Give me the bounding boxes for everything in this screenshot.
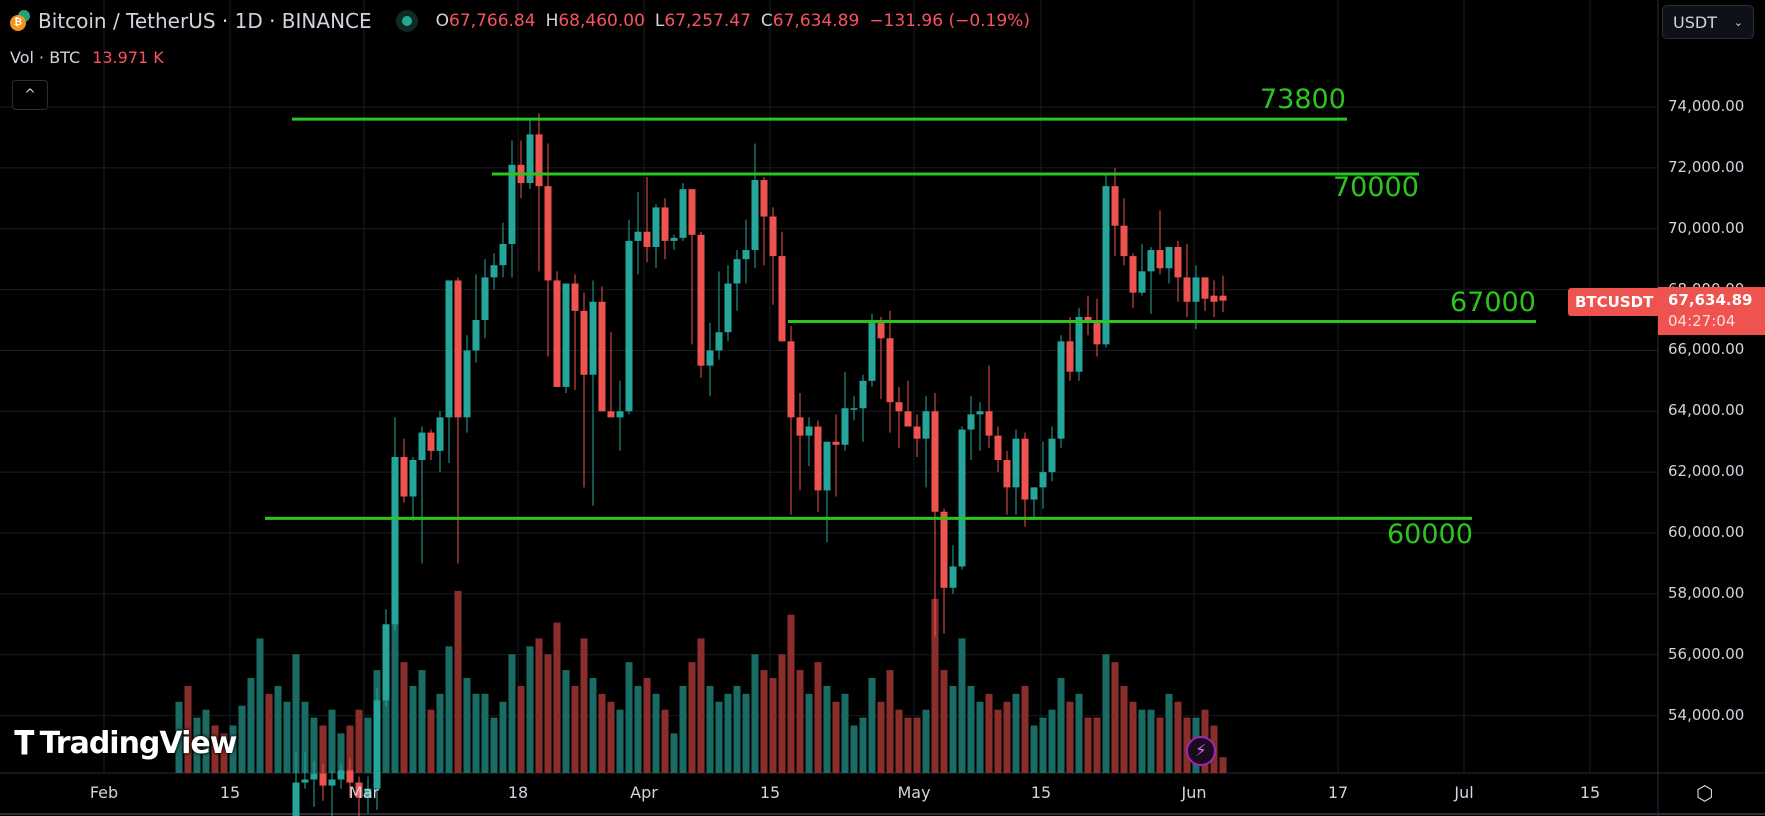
tradingview-wordmark: TradingView <box>39 726 238 761</box>
time-axis-label: 18 <box>507 783 529 802</box>
market-open-status-icon <box>395 10 418 32</box>
chevron-up-icon: ^ <box>24 87 36 103</box>
time-axis-label: 15 <box>219 783 241 802</box>
chevron-down-icon: ⌄ <box>1733 15 1743 29</box>
time-axis-label: Mar <box>348 783 380 802</box>
price-axis-label: 70,000.00 <box>1668 218 1745 237</box>
price-axis-label: 66,000.00 <box>1668 340 1745 359</box>
settings-gear-icon[interactable]: ⬡ <box>1696 781 1714 805</box>
price-axis-label: 60,000.00 <box>1668 523 1745 542</box>
collapse-legend-button[interactable]: ^ <box>12 80 48 110</box>
low-label: L <box>654 11 665 31</box>
price-axis-label: 74,000.00 <box>1668 97 1745 115</box>
lightning-icon[interactable]: ⚡ <box>1186 736 1216 766</box>
tradingview-logo[interactable]: 𝐓 TradingView <box>14 724 238 763</box>
close-value: 67,634.89 <box>772 11 860 31</box>
price-axis-label: 58,000.00 <box>1668 583 1745 602</box>
currency-select[interactable]: USDT ⌄ <box>1662 5 1754 39</box>
level-label[interactable]: 60000 <box>1387 519 1473 550</box>
price-axis-label: 62,000.00 <box>1668 462 1745 481</box>
price-axis-label: 64,000.00 <box>1668 401 1745 420</box>
symbol-title[interactable]: Bitcoin / TetherUS · 1D · BINANCE <box>38 9 372 33</box>
close-label: C <box>760 11 773 31</box>
time-axis-label: Apr <box>630 783 658 802</box>
currency-select-value: USDT <box>1673 12 1717 32</box>
bitcoin-tether-icon: ₿ <box>10 10 32 32</box>
time-axis-label: Jun <box>1181 783 1207 802</box>
high-value: 68,460.00 <box>558 11 645 31</box>
level-label[interactable]: 70000 <box>1333 172 1419 203</box>
time-axis-label: Feb <box>89 783 119 802</box>
time-axis-label: Jul <box>1454 783 1474 802</box>
time-axis-label: May <box>897 783 931 802</box>
volume-value: 13.971 K <box>92 48 164 67</box>
open-value: 67,766.84 <box>449 11 536 31</box>
price-axis-label: 56,000.00 <box>1668 644 1745 663</box>
time-axis-label: 15 <box>1030 783 1052 802</box>
time-axis-label: 15 <box>759 783 781 802</box>
low-value: 67,257.47 <box>664 11 751 31</box>
level-label[interactable]: 73800 <box>1260 84 1346 115</box>
time-axis-label: 15 <box>1579 783 1601 802</box>
last-price: 67,634.89 <box>1668 291 1753 309</box>
bar-countdown: 04:27:04 <box>1668 312 1736 330</box>
open-label: O <box>435 11 450 31</box>
price-axis-label: 54,000.00 <box>1668 705 1745 724</box>
volume-label: Vol · BTC <box>10 48 81 67</box>
volume-legend[interactable]: Vol · BTC 13.971 K <box>10 48 164 67</box>
high-label: H <box>545 11 559 31</box>
level-label[interactable]: 67000 <box>1450 287 1536 318</box>
symbol-legend[interactable]: ₿ Bitcoin / TetherUS · 1D · BINANCE O67,… <box>10 9 1030 33</box>
ohlc-values: O67,766.84 H68,460.00 L67,257.47 C67,634… <box>436 11 1030 31</box>
price-axis-label: 72,000.00 <box>1668 157 1745 176</box>
tradingview-mark-icon: 𝐓 <box>14 724 35 762</box>
time-axis-label: 17 <box>1327 783 1349 802</box>
symbol-price-tag: BTCUSDT <box>1568 288 1661 316</box>
change-value: −131.96 (−0.19%) <box>869 11 1030 31</box>
last-price-tag: 67,634.89 04:27:04 <box>1658 287 1765 335</box>
